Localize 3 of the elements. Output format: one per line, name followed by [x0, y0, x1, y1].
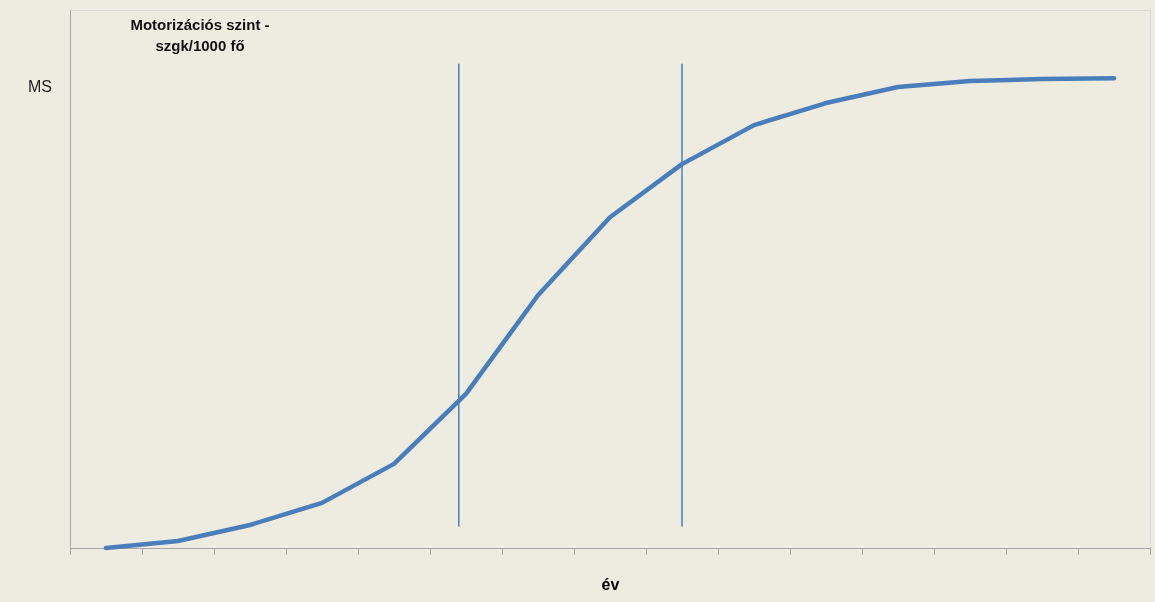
y-axis-title: Motorizációs szint - szgk/1000 fő: [130, 16, 270, 54]
text: MS: [28, 78, 52, 95]
x-axis-title: év: [601, 576, 620, 593]
